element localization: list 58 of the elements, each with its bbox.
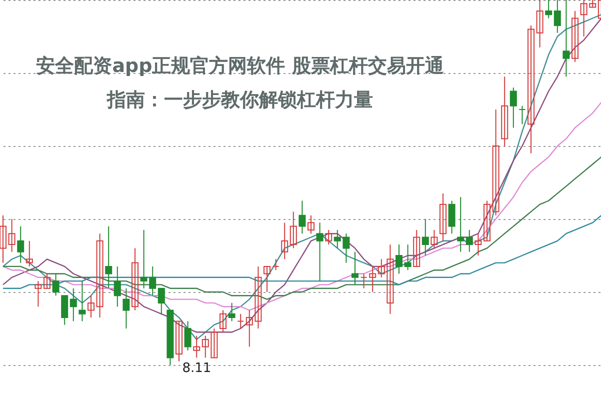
- candlestick: [193, 335, 200, 358]
- candlestick: [61, 295, 68, 326]
- candlestick: [176, 320, 182, 362]
- candlestick: [184, 320, 192, 351]
- candlestick: [70, 288, 77, 322]
- candlestick: [8, 218, 16, 252]
- candlestick: [545, 0, 552, 19]
- text: 安全配资app正规官方网软件 股票杠杆交易开通: [36, 55, 444, 77]
- candlestick: [422, 218, 429, 256]
- text: 指南：一步步教你解锁杠杆力量: [107, 89, 373, 111]
- candlestick: [562, 0, 570, 78]
- candlestick: [474, 233, 482, 256]
- candlestick: [17, 226, 24, 264]
- candlestick: [0, 214, 6, 264]
- candlestick: [228, 302, 236, 322]
- candlestick: [272, 258, 280, 271]
- candlestick: [264, 266, 270, 292]
- candlestick: [466, 229, 473, 252]
- candlestick: [44, 273, 50, 289]
- candlestick: [396, 244, 402, 274]
- candlestick: [298, 200, 306, 234]
- candlestick: [281, 222, 288, 260]
- candlestick: [316, 222, 324, 282]
- candlestick: [52, 273, 60, 296]
- candlestick: [352, 251, 358, 286]
- candlestick: [413, 229, 420, 267]
- candlestick: [554, 0, 561, 34]
- candlestick: [105, 226, 112, 289]
- candlestick: [34, 280, 42, 308]
- candlestick: [518, 105, 526, 125]
- candlestick: [114, 266, 121, 308]
- candlestick: [78, 280, 86, 322]
- candlestick: [430, 229, 438, 249]
- candlestick: [26, 240, 33, 267]
- candlestick: [290, 211, 297, 249]
- candlestick: [528, 25, 534, 154]
- candlestick: [440, 192, 446, 242]
- candlestick: [457, 196, 464, 252]
- candlestick: [572, 10, 578, 63]
- candlestick: [158, 288, 165, 314]
- candlestick: [510, 87, 517, 128]
- candlestick: [220, 310, 226, 333]
- candlestick: [492, 109, 500, 216]
- candlestick: [501, 76, 508, 146]
- candlestick: [132, 248, 138, 311]
- candlestick: [88, 295, 94, 318]
- candlestick: [96, 233, 104, 318]
- candlestick: [325, 229, 332, 246]
- candlestick: [360, 273, 368, 289]
- candlestick: [536, 0, 544, 48]
- annotation: 8.11: [182, 361, 212, 376]
- candlestick: [369, 266, 376, 292]
- candlestick: [237, 313, 244, 329]
- candlestick: [484, 200, 490, 242]
- candlestick: [448, 200, 456, 234]
- candlestick: [404, 244, 412, 271]
- candlestick: [308, 214, 314, 234]
- candlestick: [122, 288, 130, 329]
